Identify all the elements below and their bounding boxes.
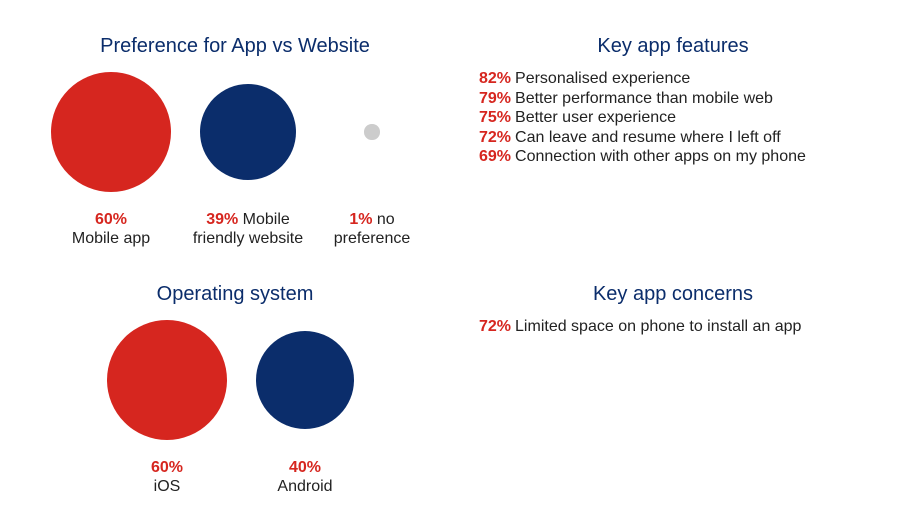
percent-value: 79%	[479, 89, 512, 107]
section-title: Preference for App vs Website	[100, 35, 370, 57]
bubble-1	[256, 331, 354, 429]
caption-inline-label: Mobile	[242, 211, 290, 228]
bubble-caption: 60% iOS	[151, 458, 183, 496]
bubble-caption: 60% Mobile app	[72, 210, 150, 248]
percent-value: 82%	[479, 70, 512, 87]
percent-value: 39%	[206, 211, 239, 228]
caption-line-1: 60%	[72, 210, 150, 229]
percent-value: 60%	[94, 211, 128, 228]
percent-value: 75%	[479, 109, 512, 126]
list-item: 75% Better user experience	[479, 108, 806, 128]
caption-label: iOS	[153, 478, 181, 495]
caption-line-1: 60%	[151, 458, 183, 477]
bubble-caption: 40% Android	[277, 458, 332, 496]
caption-line-1: 1% no	[334, 210, 411, 229]
stat-list: 72% Limited space on phone to install an …	[479, 317, 801, 337]
caption-line-1: 39% Mobile	[193, 210, 303, 229]
stat-list: 82% Personalised experience 79% Better perf…	[479, 69, 806, 167]
percent-value: 69%	[479, 148, 512, 165]
caption-line-1: 40%	[277, 458, 332, 477]
bubble-2	[364, 124, 380, 140]
list-item: 69% Connection with other apps on my phon…	[479, 147, 806, 167]
percent-value: 60%	[150, 459, 184, 476]
caption-label: Android	[277, 478, 333, 495]
caption-label: friendly website	[192, 230, 304, 247]
percent-value: 72%	[479, 128, 512, 146]
caption-label: Mobile app	[71, 230, 151, 247]
item-label: Better performance than mobile web	[515, 89, 773, 107]
caption-inline-label: no	[376, 211, 395, 228]
item-label: Personalised experience	[515, 70, 691, 87]
bubble-caption: 1% no preference	[334, 210, 411, 248]
item-label: Better user experience	[515, 109, 677, 126]
item-label: Connection with other apps on my phone	[515, 148, 806, 165]
item-label: Limited space on phone to install an app	[515, 318, 802, 335]
bubble-0	[107, 320, 227, 440]
bubble-0	[51, 72, 171, 192]
bubble-caption: 39% Mobile friendly website	[193, 210, 303, 248]
list-item: 72% Limited space on phone to install an …	[479, 317, 801, 337]
section-title: Key app features	[597, 35, 749, 57]
section-title: Operating system	[156, 283, 314, 305]
list-item: 79% Better performance than mobile web	[479, 89, 806, 109]
percent-value: 72%	[479, 318, 512, 335]
percent-value: 40%	[288, 459, 322, 476]
caption-label: preference	[333, 230, 411, 247]
list-item: 82% Personalised experience	[479, 69, 806, 89]
percent-value: 1%	[349, 211, 373, 228]
list-item: 72% Can leave and resume where I left off	[479, 128, 806, 148]
section-title: Key app concerns	[592, 283, 754, 305]
bubble-1	[199, 83, 297, 181]
item-label: Can leave and resume where I left off	[515, 128, 781, 146]
